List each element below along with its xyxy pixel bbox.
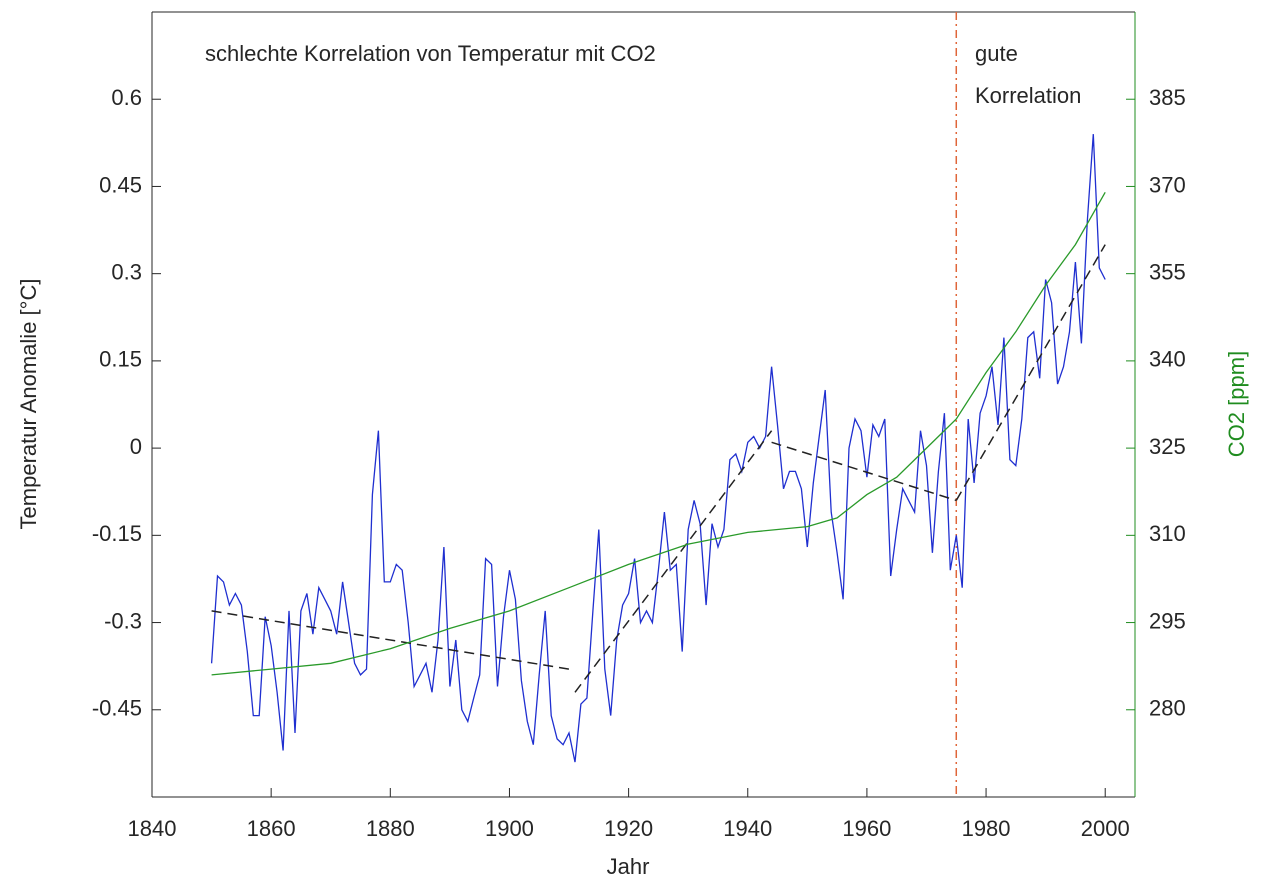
x-tick-label: 1940 [723,816,772,841]
y2-tick-label: 355 [1149,259,1186,284]
y-tick-label: 0.6 [111,85,142,110]
annotation: gute [975,41,1018,66]
trend-line [955,244,1106,501]
y2-axis-label: CO2 [ppm] [1224,351,1249,457]
x-tick-label: 1840 [128,816,177,841]
y2-tick-label: 340 [1149,347,1186,372]
x-tick-label: 1880 [366,816,415,841]
annotation: Korrelation [975,83,1081,108]
y2-tick-label: 295 [1149,608,1186,633]
y-tick-label: 0.3 [111,259,142,284]
trend-line [771,441,957,502]
x-tick-label: 1920 [604,816,653,841]
y-tick-label: 0.15 [99,347,142,372]
y2-tick-label: 370 [1149,172,1186,197]
y-tick-label: -0.3 [104,608,142,633]
x-axis-label: Jahr [607,854,650,879]
x-tick-label: 1960 [842,816,891,841]
trend-line [211,610,570,670]
trend-line [574,430,773,693]
x-tick-label: 1900 [485,816,534,841]
y2-tick-label: 385 [1149,85,1186,110]
y-tick-label: -0.15 [92,521,142,546]
y2-tick-label: 280 [1149,696,1186,721]
x-tick-label: 1980 [962,816,1011,841]
co2-line [211,191,1106,676]
y2-tick-label: 310 [1149,521,1186,546]
x-tick-label: 1860 [247,816,296,841]
annotation: schlechte Korrelation von Temperatur mit… [205,41,656,66]
y-tick-label: 0.45 [99,172,142,197]
y2-tick-label: 325 [1149,434,1186,459]
x-tick-label: 2000 [1081,816,1130,841]
temperature-line [210,134,1106,763]
y-axis-label: Temperatur Anomalie [°C] [16,279,41,530]
y-tick-label: 0 [130,434,142,459]
y-tick-label: -0.45 [92,696,142,721]
